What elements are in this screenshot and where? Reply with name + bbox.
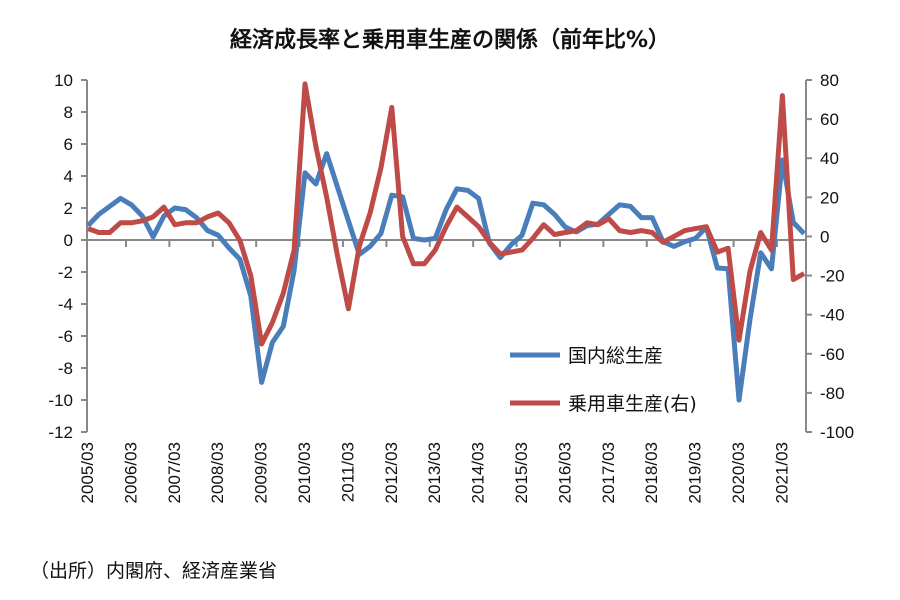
left-tick-label: -2 <box>58 263 73 282</box>
right-tick-label: -80 <box>820 384 845 403</box>
right-tick-label: 60 <box>820 110 839 129</box>
x-tick-label: 2016/03 <box>555 442 574 503</box>
x-tick-label: 2018/03 <box>642 442 661 503</box>
right-tick-label: -60 <box>820 345 845 364</box>
right-tick-label: 80 <box>820 71 839 90</box>
right-tick-label: 20 <box>820 188 839 207</box>
x-tick-label: 2011/03 <box>338 442 357 502</box>
left-tick-label: -10 <box>48 391 73 410</box>
left-tick-label: 8 <box>64 103 73 122</box>
left-tick-label: 10 <box>54 71 73 90</box>
right-tick-label: 40 <box>820 149 839 168</box>
left-tick-label: 2 <box>64 199 73 218</box>
x-tick-label: 2008/03 <box>208 442 227 503</box>
left-tick-label: 0 <box>64 231 73 250</box>
x-tick-label: 2006/03 <box>121 442 140 503</box>
left-tick-label: 4 <box>64 167 73 186</box>
right-tick-label: -40 <box>820 306 845 325</box>
left-tick-label: -8 <box>58 359 73 378</box>
x-tick-label: 2013/03 <box>425 442 444 503</box>
x-tick-label: 2007/03 <box>165 442 184 503</box>
x-tick-label: 2020/03 <box>729 442 748 503</box>
left-tick-label: 6 <box>64 135 73 154</box>
source-note: （出所）内閣府、経済産業省 <box>30 560 278 582</box>
x-tick-label: 2014/03 <box>469 442 488 503</box>
legend-label: 国内総生産 <box>568 345 663 367</box>
chart-title: 経済成長率と乗用車生産の関係（前年比%） <box>229 28 671 53</box>
x-tick-label: 2009/03 <box>252 442 271 503</box>
series-line-gdp <box>86 151 806 403</box>
x-tick-label: 2012/03 <box>382 442 401 503</box>
x-tick-label: 2005/03 <box>78 442 97 503</box>
right-tick-label: -20 <box>820 267 845 286</box>
right-tick-label: -100 <box>820 423 854 442</box>
left-tick-label: -4 <box>58 295 73 314</box>
left-tick-label: -12 <box>48 423 73 442</box>
right-tick-label: 0 <box>820 227 829 246</box>
x-tick-label: 2015/03 <box>512 442 531 503</box>
legend-label: 乗用車生産(右) <box>568 393 697 415</box>
x-tick-label: 2010/03 <box>295 442 314 503</box>
x-tick-label: 2019/03 <box>686 442 705 503</box>
left-tick-label: -6 <box>58 327 73 346</box>
x-tick-label: 2017/03 <box>599 442 618 503</box>
x-tick-label: 2021/03 <box>772 442 791 503</box>
